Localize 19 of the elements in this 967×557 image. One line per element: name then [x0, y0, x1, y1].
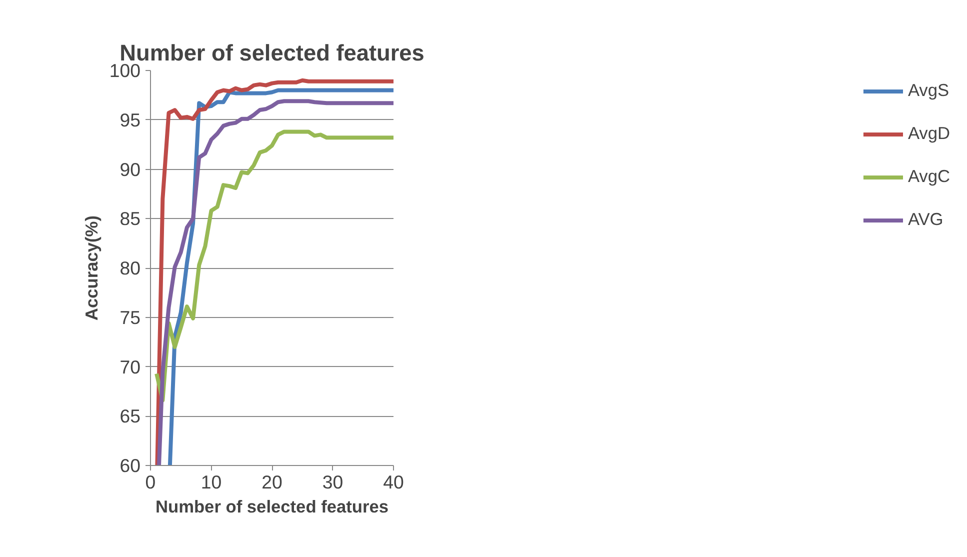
- legend-label: AvgD: [908, 123, 950, 144]
- x-tick-label: 10: [200, 472, 222, 492]
- y-tick-label: 70: [120, 356, 141, 378]
- y-tick-label: 60: [120, 455, 141, 476]
- x-tick-label: 30: [322, 472, 344, 492]
- y-tick-label: 90: [120, 158, 141, 180]
- y-tick-label: 95: [120, 109, 141, 130]
- legend-label: AvgC: [908, 166, 950, 187]
- x-tick-label: 40: [383, 472, 404, 492]
- legend-label: AvgS: [908, 80, 950, 101]
- x-tick-label: 20: [262, 472, 282, 492]
- y-tick-label: 85: [120, 208, 141, 230]
- legend-label: AVG: [908, 209, 944, 230]
- x-tick-label: 0: [145, 472, 156, 492]
- y-tick-label: 65: [120, 406, 141, 427]
- y-tick-label: 75: [120, 306, 141, 328]
- y-tick-label: 80: [120, 258, 141, 278]
- y-axis-title: Accuracy(%): [81, 216, 102, 320]
- x-axis-title: Number of selected features: [155, 496, 389, 516]
